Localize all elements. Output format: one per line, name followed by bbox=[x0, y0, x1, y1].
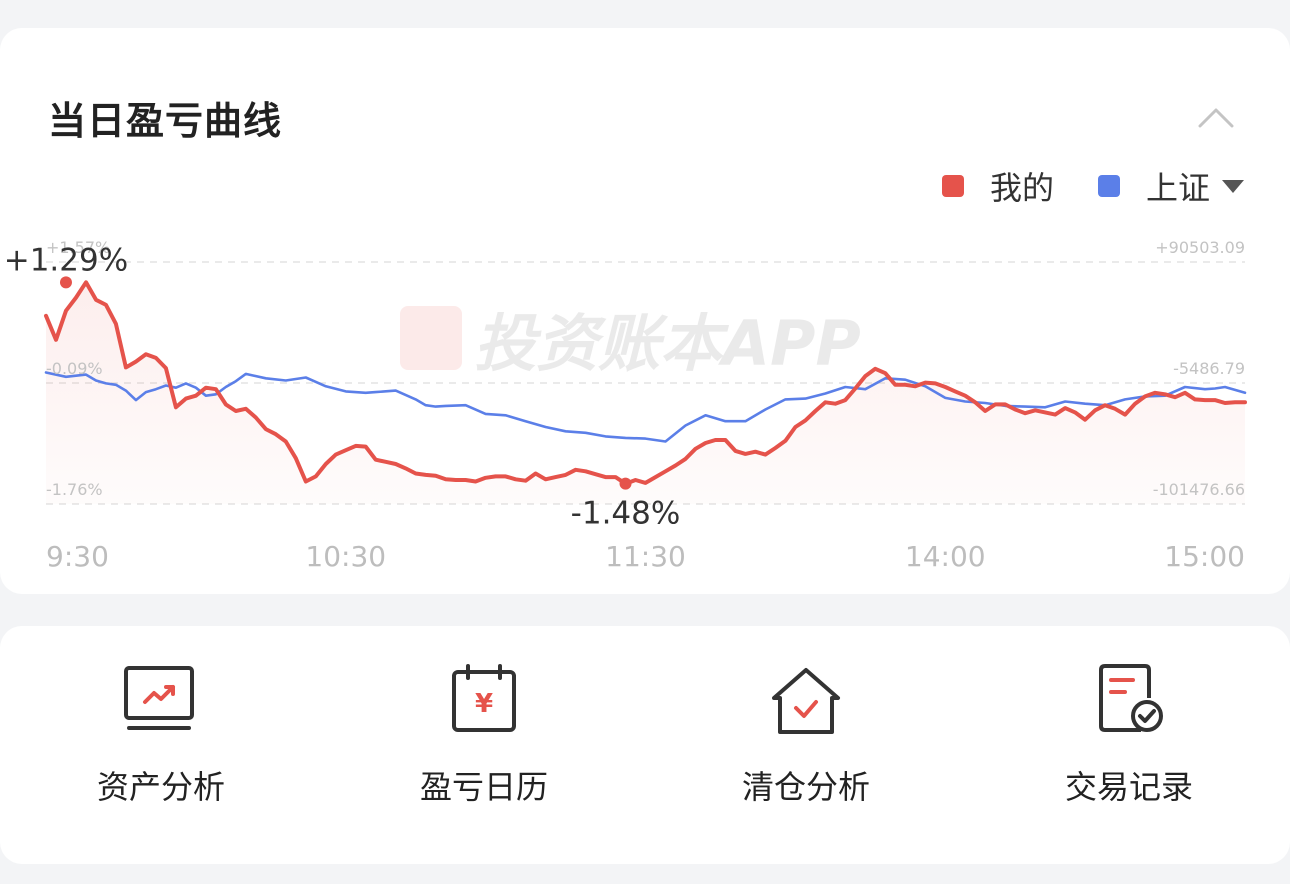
asset-analysis-button[interactable]: 资产分析 bbox=[36, 626, 286, 864]
tool-label: 清仓分析 bbox=[741, 768, 870, 806]
x-tick-label: 15:00 bbox=[1164, 540, 1245, 573]
legend-swatch-mine bbox=[942, 175, 964, 197]
tool-label: 盈亏日历 bbox=[419, 768, 548, 806]
x-tick-label: 14:00 bbox=[905, 540, 986, 573]
collapse-button[interactable] bbox=[1196, 102, 1236, 132]
tools-card: 资产分析 ¥ 盈亏日历 清仓分析 交易记录 bbox=[0, 626, 1290, 864]
dropdown-triangle-icon bbox=[1222, 179, 1245, 193]
max-point-marker bbox=[59, 276, 72, 289]
series-line-index bbox=[44, 371, 1247, 443]
y-tick-right: -101476.66 bbox=[1153, 480, 1245, 499]
tool-label: 交易记录 bbox=[1064, 768, 1193, 806]
tool-label: 资产分析 bbox=[96, 768, 225, 806]
x-tick-label: 9:30 bbox=[46, 540, 109, 573]
x-tick-label: 10:30 bbox=[305, 540, 386, 573]
legend-item-mine[interactable]: 我的 bbox=[942, 164, 1054, 208]
pnl-calendar-icon: ¥ bbox=[452, 664, 516, 732]
legend-label-mine: 我的 bbox=[990, 169, 1055, 207]
svg-text:¥: ¥ bbox=[475, 689, 493, 719]
y-tick-left: +1.57% bbox=[46, 238, 110, 257]
asset-analysis-monitor-icon bbox=[124, 666, 194, 730]
max-point-label: +1.29% bbox=[4, 242, 128, 278]
trade-record-button[interactable]: 交易记录 bbox=[1004, 626, 1254, 864]
legend-swatch-index bbox=[1098, 175, 1120, 197]
x-tick-label: 11:30 bbox=[605, 540, 686, 573]
pnl-curve-card: 投资账本APP +1.57% -0.09% -1.76% +90503.09 -5486.… bbox=[0, 28, 1290, 594]
pnl-chart: 投资账本APP +1.57% -0.09% -1.76% +90503.09 -5486.… bbox=[4, 238, 1247, 573]
min-point-label: -1.48% bbox=[571, 496, 681, 532]
min-point-marker bbox=[619, 477, 632, 490]
pnl-calendar-button[interactable]: ¥ 盈亏日历 bbox=[359, 626, 609, 864]
y-tick-right: +90503.09 bbox=[1155, 238, 1245, 257]
watermark-logo bbox=[400, 306, 462, 370]
series-line-mine bbox=[44, 280, 1247, 486]
series-area-mine bbox=[46, 282, 1245, 504]
chevron-up-icon bbox=[1198, 108, 1234, 128]
clearance-house-icon bbox=[772, 668, 840, 734]
y-tick-left: -0.09% bbox=[46, 359, 103, 378]
watermark-text: 投资账本APP bbox=[474, 307, 861, 380]
page-title: 当日盈亏曲线 bbox=[48, 99, 283, 143]
clearance-analysis-button[interactable]: 清仓分析 bbox=[681, 626, 931, 864]
y-tick-right: -5486.79 bbox=[1173, 359, 1245, 378]
legend-label-index: 上证 bbox=[1146, 169, 1211, 207]
trade-record-icon bbox=[1099, 664, 1163, 732]
legend-item-index-selector[interactable]: 上证 bbox=[1098, 164, 1245, 208]
y-tick-left: -1.76% bbox=[46, 480, 103, 499]
